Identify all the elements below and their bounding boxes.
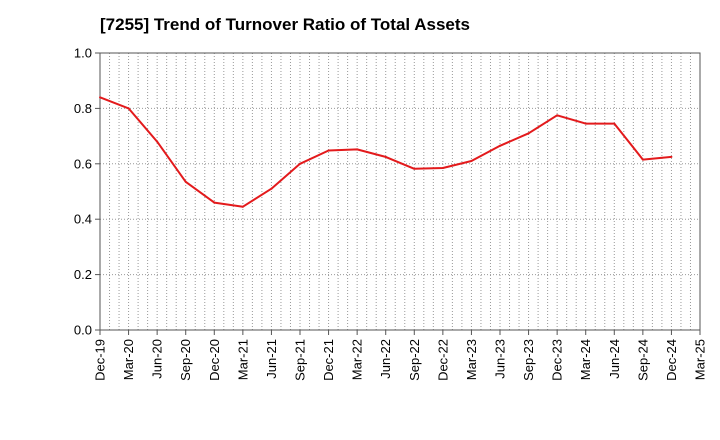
data-point <box>556 114 559 117</box>
y-tick-label: 0.6 <box>74 156 92 171</box>
data-point <box>499 144 501 147</box>
x-tick-label: Jun-21 <box>264 339 279 379</box>
y-tick-label: 1.0 <box>74 46 92 61</box>
x-tick-label: Dec-20 <box>207 339 222 381</box>
plot-frame <box>99 52 701 331</box>
data-point <box>613 122 616 125</box>
x-tick-label: Mar-20 <box>121 339 136 380</box>
data-point <box>584 122 587 125</box>
data-point <box>441 166 444 169</box>
data-point <box>299 162 301 165</box>
x-tick-label: Dec-24 <box>664 339 679 381</box>
y-tick-labels: 0.0 0.2 0.4 0.6 0.8 1.0 <box>74 46 92 338</box>
x-tick-label: Mar-25 <box>693 339 708 380</box>
x-tick-label: Mar-22 <box>350 339 365 380</box>
data-point <box>127 107 130 110</box>
data-point <box>384 155 387 158</box>
y-tick-label: 0.0 <box>74 323 92 338</box>
x-tick-label: Sep-22 <box>407 339 422 381</box>
series-layer <box>99 96 673 208</box>
y-tick-label: 0.2 <box>74 267 92 282</box>
x-tick-label: Dec-19 <box>93 339 108 381</box>
data-point <box>270 187 273 190</box>
x-tick-label: Mar-21 <box>235 339 250 380</box>
x-tick-label: Jun-22 <box>378 339 393 379</box>
x-tick-label: Dec-21 <box>321 339 336 381</box>
x-tick-label: Sep-21 <box>293 339 308 381</box>
x-tick-label: Mar-24 <box>578 339 593 380</box>
data-point <box>527 132 530 135</box>
data-point <box>641 158 644 161</box>
data-point <box>327 149 330 152</box>
data-point <box>413 167 416 170</box>
x-tick-labels: Dec-19 Mar-20 Jun-20 Sep-20 Dec-20 Mar-21 Jun-… <box>93 339 708 381</box>
x-tick-label: Mar-23 <box>464 339 479 380</box>
chart-title: [7255] Trend of Turnover Ratio of Total … <box>100 15 470 34</box>
x-tick-label: Sep-20 <box>178 339 193 381</box>
y-tick-label: 0.4 <box>74 212 92 227</box>
x-tick-label: Jun-24 <box>607 339 622 379</box>
data-point <box>470 160 473 163</box>
data-point <box>99 96 101 99</box>
data-point <box>241 205 244 208</box>
data-point <box>184 180 187 183</box>
data-point <box>213 201 216 204</box>
y-tick-label: 0.8 <box>74 101 92 116</box>
x-tick-label: Jun-23 <box>493 339 508 379</box>
data-point <box>670 155 673 158</box>
x-tick-label: Sep-23 <box>521 339 536 381</box>
grid-lines <box>100 53 700 330</box>
x-tick-label: Sep-24 <box>635 339 650 381</box>
x-tick-label: Jun-20 <box>150 339 165 379</box>
x-tick-label: Dec-22 <box>435 339 450 381</box>
data-point <box>356 148 359 151</box>
data-point <box>156 140 159 143</box>
x-tick-label: Dec-23 <box>550 339 565 381</box>
axes <box>95 52 701 335</box>
